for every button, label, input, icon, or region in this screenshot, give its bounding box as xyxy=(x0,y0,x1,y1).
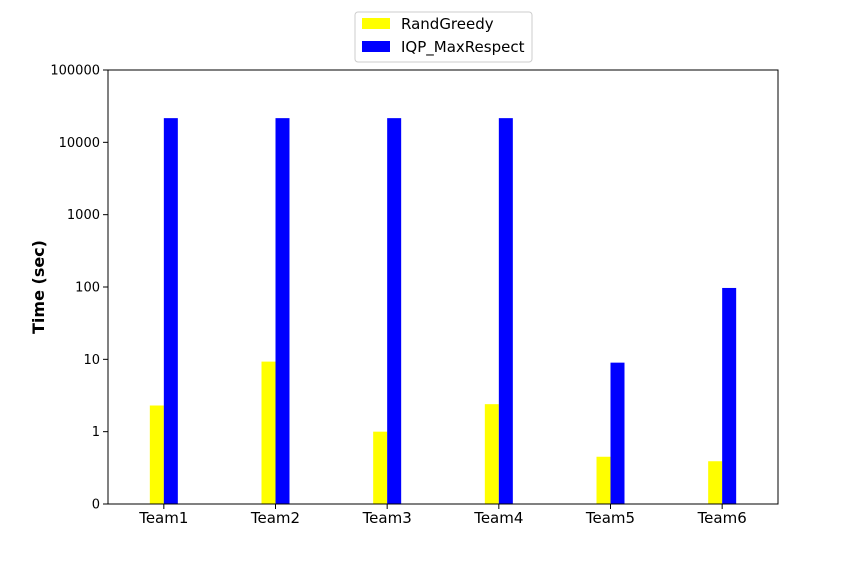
bar-randgreedy xyxy=(373,431,388,504)
legend-label: RandGreedy xyxy=(401,15,494,33)
bars xyxy=(149,118,737,505)
bar-iqp-maxrespect xyxy=(610,362,625,504)
legend-box xyxy=(354,11,533,63)
legend-swatch xyxy=(362,18,390,29)
y-axis-ticks: 0 1 10 100 1000 10000 100000 xyxy=(50,64,108,513)
x-tick-label: Team2 xyxy=(250,509,300,527)
x-tick-label: Team1 xyxy=(138,509,188,527)
bar-randgreedy xyxy=(149,405,164,504)
y-tick-label: 10 xyxy=(83,353,100,368)
bar-randgreedy xyxy=(484,404,499,504)
y-tick-label: 1 xyxy=(92,425,100,440)
y-axis-label: Time (sec) xyxy=(29,240,48,334)
bar-iqp-maxrespect xyxy=(275,118,290,505)
bar-iqp-maxrespect xyxy=(163,118,178,505)
legend: RandGreedy IQP_MaxRespect xyxy=(354,11,533,63)
y-tick-label: 0 xyxy=(92,498,100,513)
legend-swatch xyxy=(362,41,390,52)
y-axis-label-group: Time (sec) xyxy=(29,240,48,334)
x-tick-label: Team6 xyxy=(697,509,747,527)
plot-frame xyxy=(107,69,779,505)
bar-randgreedy xyxy=(596,456,611,504)
bar-iqp-maxrespect xyxy=(498,118,513,505)
bar-randgreedy xyxy=(708,461,723,504)
bar-iqp-maxrespect xyxy=(722,287,737,504)
y-tick-label: 10000 xyxy=(59,136,100,151)
x-axis-ticks: Team1 Team2 Team3 Team4 Team5 Team6 xyxy=(138,504,747,527)
legend-label: IQP_MaxRespect xyxy=(401,38,525,57)
x-tick-label: Team4 xyxy=(473,509,523,527)
y-tick-label: 1000 xyxy=(67,208,100,223)
x-tick-label: Team5 xyxy=(585,509,635,527)
bar-randgreedy xyxy=(261,361,276,504)
y-tick-label: 100000 xyxy=(50,64,100,79)
bar-iqp-maxrespect xyxy=(387,118,402,505)
x-tick-label: Team3 xyxy=(362,509,412,527)
y-tick-label: 100 xyxy=(75,281,100,296)
